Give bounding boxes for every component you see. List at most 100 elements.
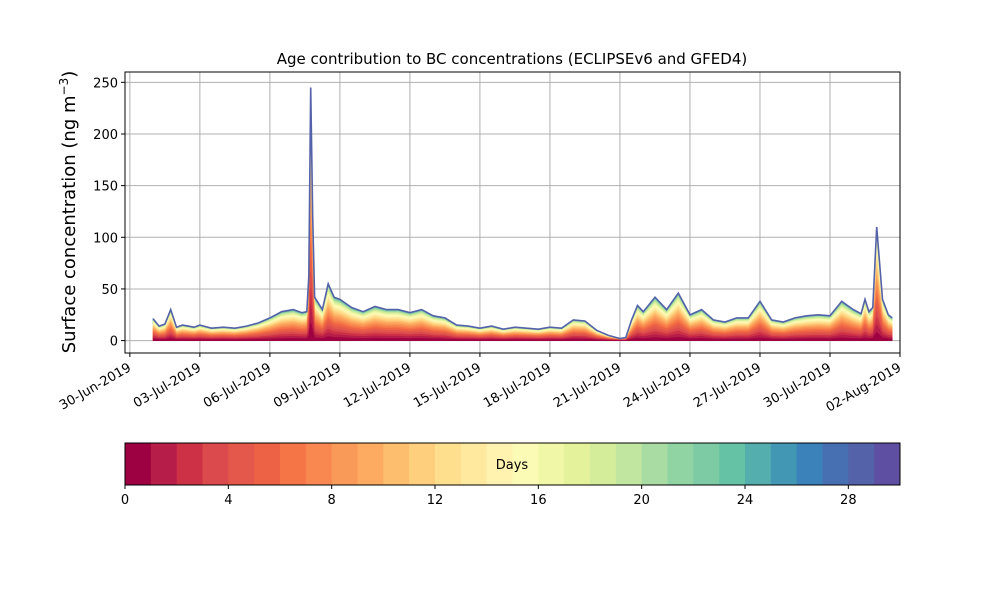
age-band-day-18 xyxy=(152,115,893,341)
age-band-day-7 xyxy=(152,215,893,341)
colorbar-swatch xyxy=(150,443,178,485)
x-tick-label: 30-Jul-2019 xyxy=(761,360,834,411)
age-band-day-23 xyxy=(152,94,893,341)
age-band-day-3 xyxy=(152,272,893,341)
age-band-day-10 xyxy=(152,180,893,341)
y-tick-label: 250 xyxy=(93,76,118,91)
y-axis-label-superscript: −3 xyxy=(57,78,71,96)
x-tick-label: 03-Jul-2019 xyxy=(131,360,204,411)
x-tick-label: 15-Jul-2019 xyxy=(411,360,484,411)
x-tick-label: 27-Jul-2019 xyxy=(691,360,764,411)
colorbar-label: Days xyxy=(496,458,529,473)
colorbar-tick-label: 28 xyxy=(840,493,857,508)
y-axis-label-close: ) xyxy=(59,71,80,78)
x-tick-label: 06-Jul-2019 xyxy=(201,360,274,411)
colorbar-swatch xyxy=(719,443,746,485)
age-band-day-16 xyxy=(152,127,893,341)
colorbar-swatch xyxy=(874,443,901,485)
age-band-day-5 xyxy=(152,242,893,341)
colorbar-swatch xyxy=(822,443,849,485)
y-axis: 0 50 100 150 200 250 xyxy=(93,76,125,350)
x-tick-label: 02-Aug-2019 xyxy=(824,360,904,415)
colorbar-swatch xyxy=(486,443,513,485)
colorbar-frame xyxy=(124,442,901,486)
colorbar-swatch xyxy=(435,443,462,485)
x-tick-label: 12-Jul-2019 xyxy=(341,360,414,411)
colorbar-swatch xyxy=(667,443,694,485)
colorbar xyxy=(125,443,901,485)
plot-frame xyxy=(124,71,901,354)
age-band-day-29 xyxy=(152,87,893,341)
colorbar-swatch xyxy=(770,443,798,485)
age-contribution-bands xyxy=(152,87,893,341)
colorbar-swatch xyxy=(383,443,410,485)
colorbar-swatch xyxy=(331,443,358,485)
age-band-day-9 xyxy=(152,191,893,341)
age-band-day-8 xyxy=(152,202,893,341)
colorbar-swatch xyxy=(254,443,281,485)
colorbar-swatch xyxy=(460,443,488,485)
x-tick-label: 09-Jul-2019 xyxy=(271,360,344,411)
age-band-day-27 xyxy=(152,88,893,341)
y-tick-label: 0 xyxy=(110,335,118,350)
age-band-day-4 xyxy=(152,256,893,341)
colorbar-swatch xyxy=(693,443,720,485)
colorbar-tick-label: 16 xyxy=(530,493,547,508)
colorbar-swatch xyxy=(745,443,772,485)
colorbar-swatch xyxy=(305,443,333,485)
colorbar-tick-label: 20 xyxy=(633,493,650,508)
colorbar-tick-label: 0 xyxy=(121,493,129,508)
x-tick-label: 24-Jul-2019 xyxy=(621,360,694,411)
colorbar-tick-label: 24 xyxy=(737,493,754,508)
age-band-day-19 xyxy=(152,110,893,341)
colorbar-swatch xyxy=(590,443,617,485)
age-band-day-24 xyxy=(152,92,893,341)
age-band-day-20 xyxy=(152,105,893,341)
age-band-day-14 xyxy=(152,142,893,341)
colorbar-swatch xyxy=(357,443,384,485)
age-band-day-28 xyxy=(152,87,893,341)
y-axis-label: Surface concentration (ng m−3) xyxy=(57,71,80,354)
colorbar-swatch xyxy=(125,443,152,485)
y-tick-label: 200 xyxy=(93,128,118,143)
colorbar-swatch xyxy=(538,443,565,485)
colorbar-swatch xyxy=(202,443,229,485)
x-axis: 30-Jun-201903-Jul-201906-Jul-201909-Jul-… xyxy=(57,353,904,416)
age-band-day-25 xyxy=(152,90,893,341)
age-band-day-26 xyxy=(152,89,893,341)
total-concentration-line xyxy=(152,87,893,340)
colorbar-tick-label: 8 xyxy=(328,493,336,508)
age-band-day-0 xyxy=(152,322,893,341)
x-tick-label: 21-Jul-2019 xyxy=(551,360,624,411)
colorbar-swatch xyxy=(641,443,668,485)
colorbar-swatch xyxy=(228,443,255,485)
age-band-day-13 xyxy=(152,150,893,341)
chart-title: Age contribution to BC concentrations (E… xyxy=(277,50,748,68)
x-tick-label: 18-Jul-2019 xyxy=(481,360,554,411)
age-band-day-6 xyxy=(152,228,893,341)
colorbar-swatch xyxy=(796,443,823,485)
y-tick-label: 150 xyxy=(93,180,118,195)
colorbar-swatch xyxy=(512,443,539,485)
colorbar-tick-label: 4 xyxy=(224,493,232,508)
y-axis-label-main: Surface concentration (ng m xyxy=(59,95,80,353)
age-band-day-15 xyxy=(152,134,893,341)
age-band-day-2 xyxy=(152,288,893,341)
colorbar-tick-label: 12 xyxy=(427,493,444,508)
colorbar-swatch xyxy=(615,443,643,485)
colorbar-swatch xyxy=(176,443,203,485)
grid-lines xyxy=(125,72,901,353)
y-tick-label: 50 xyxy=(101,283,118,298)
colorbar-swatch xyxy=(564,443,591,485)
y-tick-label: 100 xyxy=(93,231,118,246)
age-band-day-11 xyxy=(152,169,893,341)
colorbar-swatch xyxy=(409,443,436,485)
colorbar-ticks: 0 4 8 12 16 20 24 28 xyxy=(121,485,857,508)
age-band-day-21 xyxy=(152,101,893,341)
age-band-day-1 xyxy=(152,304,893,341)
colorbar-swatch xyxy=(280,443,307,485)
age-band-day-17 xyxy=(152,121,893,341)
x-tick-label: 30-Jun-2019 xyxy=(57,360,134,413)
colorbar-swatch xyxy=(848,443,875,485)
